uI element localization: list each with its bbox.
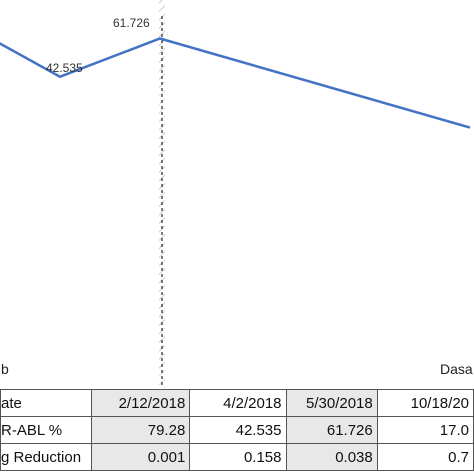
plot-background-left [0,0,159,388]
row-header-bcr-abl: R-ABL % [0,416,93,444]
table-row-log-reduction: g Reduction 0.001 0.158 0.038 0.7 [0,443,474,471]
table-cell: 42.535 [189,416,287,444]
table-row-date: ate 2/12/2018 4/2/2018 5/30/2018 10/18/2… [0,389,474,417]
table-cell: 10/18/20 [376,389,474,417]
table-cell: 17.0 [376,416,474,444]
table-cell: 61.726 [285,416,378,444]
table-cell: 0.038 [285,443,378,471]
table-cell: 79.28 [91,416,191,444]
region-label-right: Dasa [440,361,473,377]
data-label-42-535: 42.535 [46,61,83,75]
table-cell: 0.158 [189,443,287,471]
region-label-left: b [1,361,9,377]
data-label-61-726: 61.726 [113,16,150,30]
table-cell: 0.7 [376,443,474,471]
table-cell: 4/2/2018 [189,389,287,417]
row-header-log-reduction: g Reduction [0,443,93,471]
data-table: ate 2/12/2018 4/2/2018 5/30/2018 10/18/2… [0,389,474,471]
table-cell: 0.001 [91,443,191,471]
table-row-bcr-abl: R-ABL % 79.28 42.535 61.726 17.0 [0,416,474,444]
plot-background-right [165,0,474,388]
line-chart: 42.535 61.726 [0,16,471,388]
chart-plot-area: 42.535 61.726 b Dasa [0,0,474,388]
row-header-date: ate [0,389,93,417]
table-cell: 5/30/2018 [285,389,378,417]
series-line [0,37,471,129]
table-cell: 2/12/2018 [91,389,191,417]
